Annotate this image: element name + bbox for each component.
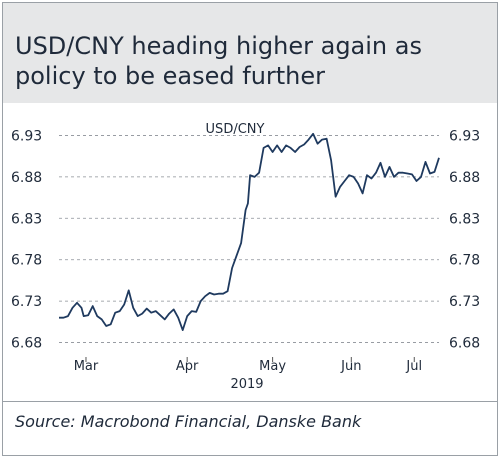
y-tick-label-right: 6.68	[449, 336, 480, 352]
chart-title: USD/CNY heading higher again as policy t…	[15, 32, 422, 90]
y-tick-label-left: 6.88	[11, 170, 42, 186]
y-tick-label-left: 6.68	[11, 336, 42, 352]
y-tick-label-right: 6.73	[449, 294, 480, 310]
x-axis-year-label: 2019	[230, 377, 263, 392]
source-note: Source: Macrobond Financial, Danske Bank	[3, 401, 497, 456]
y-tick-label-right: 6.83	[449, 211, 480, 227]
y-tick-label-right: 6.88	[449, 170, 480, 186]
series-label: USD/CNY	[206, 122, 265, 137]
line-chart: 6.93 6.88 6.83 6.78 6.73 6.68 6.93 6.88 6.83 6.7…	[11, 122, 480, 392]
y-tick-label-left: 6.73	[11, 294, 42, 310]
y-tick-label-right: 6.78	[449, 253, 480, 269]
series-line-usd-cny	[59, 132, 440, 331]
source-text: Source: Macrobond Financial, Danske Bank	[15, 412, 362, 431]
y-tick-label-right: 6.93	[449, 128, 480, 144]
x-tick-label: Mar	[74, 359, 99, 374]
x-tick-label: Apr	[176, 359, 199, 374]
x-axis: Mar Apr May Jun Jul	[74, 357, 422, 374]
y-tick-label-left: 6.93	[11, 128, 42, 144]
y-tick-label-left: 6.83	[11, 211, 42, 227]
y-axis-left: 6.93 6.88 6.83 6.78 6.73 6.68	[11, 128, 42, 351]
x-tick-label: Jun	[340, 359, 361, 374]
title-bar: USD/CNY heading higher again as policy t…	[3, 3, 497, 103]
y-axis-right: 6.93 6.88 6.83 6.78 6.73 6.68	[449, 128, 480, 351]
y-tick-label-left: 6.78	[11, 253, 42, 269]
x-tick-label: Jul	[405, 359, 422, 374]
x-tick-label: May	[259, 359, 286, 374]
